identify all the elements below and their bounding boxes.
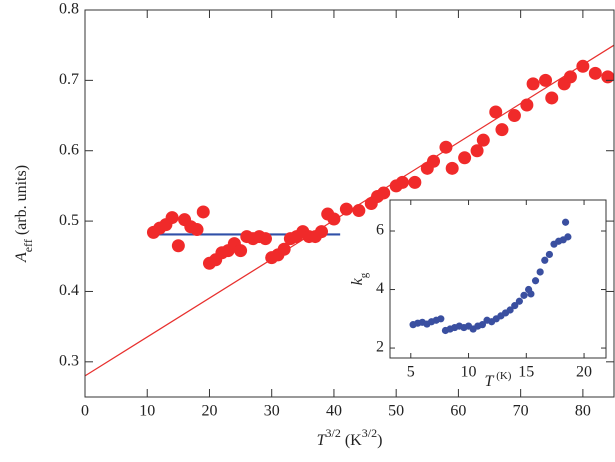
data-point xyxy=(234,244,248,258)
axis-label: T3/2 (K3/2) xyxy=(317,426,383,449)
y-tick-label: 0.7 xyxy=(59,71,79,88)
label-part: (K xyxy=(341,432,362,449)
data-point xyxy=(171,239,185,253)
plot-frame xyxy=(389,199,607,359)
data-point xyxy=(314,225,328,239)
data-point xyxy=(536,268,544,276)
y-tick-label: 2 xyxy=(376,339,384,356)
x-tick-label: 10 xyxy=(139,403,155,420)
data-point xyxy=(527,290,535,298)
label-part: 3/2 xyxy=(362,426,377,440)
data-point xyxy=(437,315,445,323)
data-point xyxy=(476,133,490,147)
data-point xyxy=(277,242,291,256)
data-point xyxy=(458,151,472,165)
data-point xyxy=(531,277,540,285)
label-part: 3/2 xyxy=(326,426,341,440)
data-point xyxy=(520,98,534,112)
x-tick-label: 60 xyxy=(450,403,466,420)
data-point xyxy=(258,232,272,246)
data-point xyxy=(515,297,523,305)
x-tick-label: 10 xyxy=(461,364,477,381)
data-point xyxy=(339,202,353,216)
data-point xyxy=(470,144,484,158)
data-point xyxy=(352,204,366,218)
x-tick-label: 20 xyxy=(201,403,217,420)
data-point xyxy=(377,186,391,200)
data-point xyxy=(563,70,577,84)
x-tick-label: 5 xyxy=(407,364,415,381)
data-point xyxy=(511,302,519,310)
data-point xyxy=(327,212,341,226)
data-point xyxy=(439,140,453,154)
data-point xyxy=(561,218,570,226)
x-tick-label: 50 xyxy=(388,403,404,420)
y-tick-label: 6 xyxy=(376,222,384,239)
data-point xyxy=(489,105,503,119)
x-tick-label: 30 xyxy=(264,403,280,420)
inset-background xyxy=(390,200,606,358)
data-point xyxy=(526,77,540,91)
axis-label: kg xyxy=(349,272,370,285)
y-tick-label: 0.3 xyxy=(59,352,79,369)
data-point xyxy=(507,109,521,123)
data-point xyxy=(541,256,549,264)
x-tick-label: 20 xyxy=(576,364,592,381)
data-point xyxy=(539,73,553,87)
data-point xyxy=(545,250,554,259)
axis-label: T (K) xyxy=(485,370,512,390)
label-part: ) xyxy=(377,432,382,449)
x-tick-label: 40 xyxy=(326,403,342,420)
y-tick-label: 0.5 xyxy=(59,212,79,229)
label-part: T xyxy=(485,373,495,390)
data-point xyxy=(478,321,487,329)
y-tick-label: 0.6 xyxy=(59,141,79,158)
data-point xyxy=(545,91,559,105)
y-tick-label: 0.8 xyxy=(59,1,79,18)
data-point xyxy=(495,123,509,137)
data-point xyxy=(445,161,459,175)
label-part: T xyxy=(317,432,327,449)
axis-label: Aeff (arb. units) xyxy=(13,165,35,263)
data-point xyxy=(588,66,602,80)
plot-frame xyxy=(84,9,615,398)
data-point xyxy=(190,223,204,237)
label-part: A xyxy=(13,252,30,263)
data-point xyxy=(165,211,179,225)
data-point xyxy=(395,175,409,189)
data-point xyxy=(196,205,210,219)
data-point xyxy=(576,59,590,73)
data-point xyxy=(427,154,441,168)
x-tick-label: 70 xyxy=(513,403,529,420)
label-part: (arb. units) xyxy=(13,165,30,239)
data-point xyxy=(408,175,422,189)
x-tick-label: 80 xyxy=(575,403,591,420)
label-part: g xyxy=(358,272,370,278)
x-tick-label: 0 xyxy=(81,403,89,420)
data-point xyxy=(506,306,514,314)
data-point xyxy=(520,291,528,299)
label-part: k xyxy=(349,277,366,285)
x-tick-label: 15 xyxy=(518,364,534,381)
label-part: (K) xyxy=(493,370,511,382)
y-tick-label: 4 xyxy=(376,280,384,297)
data-point xyxy=(564,233,572,241)
data-point xyxy=(601,70,615,84)
label-part: eff xyxy=(21,239,35,252)
y-tick-label: 0.4 xyxy=(59,282,79,299)
